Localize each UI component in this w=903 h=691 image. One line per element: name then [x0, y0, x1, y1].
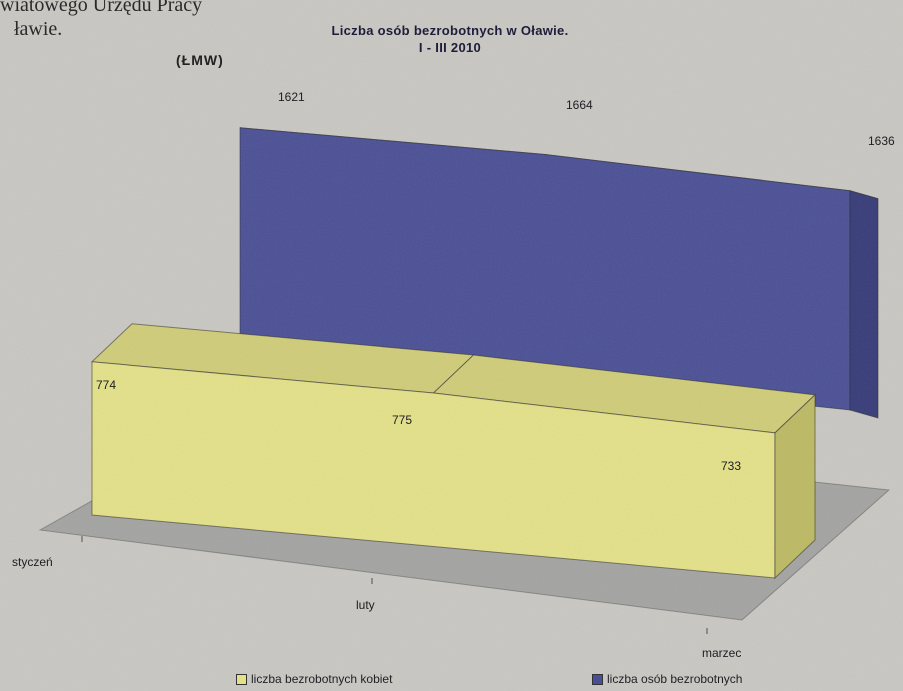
data-label-total-styczen: 1621 [278, 90, 305, 104]
legend-swatch-total [592, 673, 603, 685]
legend-swatch-women [236, 673, 247, 685]
legend-item-women: liczba bezrobotnych kobiet [236, 672, 392, 686]
data-label-women-styczen: 774 [96, 378, 117, 392]
legend-label-total: liczba osób bezrobotnych [607, 672, 743, 686]
page-text-fragment-1: wiatowego Urzędu Pracy [0, 0, 203, 16]
chart-title-period: I - III 2010 [418, 40, 482, 55]
x-tick-label-styczen: styczeń [12, 555, 53, 569]
x-tick-label-marzec: marzec [702, 646, 742, 660]
x-tick-label-luty: luty [356, 598, 375, 612]
data-label-total-marzec: 1636 [868, 134, 895, 148]
data-label-total-luty: 1664 [566, 98, 593, 112]
chart-title: Liczba osób bezrobotnych w Oławie. [331, 23, 569, 38]
data-label-women-luty: 775 [392, 413, 413, 427]
legend-item-total: liczba osób bezrobotnych [592, 672, 742, 686]
legend-label-women: liczba bezrobotnych kobiet [251, 672, 393, 686]
page-text-fragment-2: ławie. [14, 18, 63, 40]
data-label-women-marzec: 733 [721, 459, 742, 473]
chart-subtitle: (ŁMW) [176, 52, 224, 68]
